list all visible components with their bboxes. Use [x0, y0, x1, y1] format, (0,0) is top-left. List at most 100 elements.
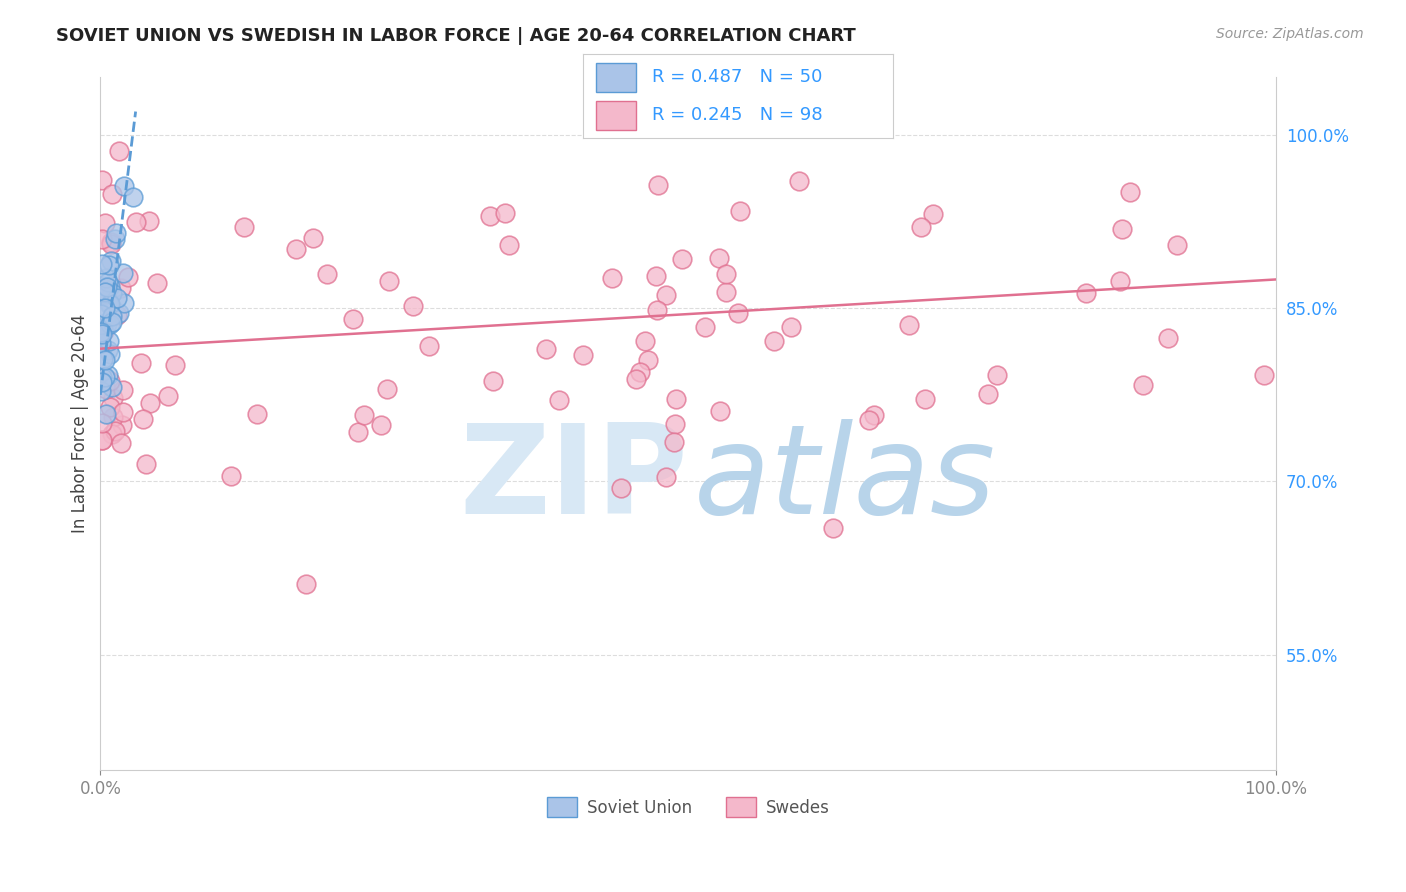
Point: [101, 315, 124, 329]
Point: [98, 347, 121, 361]
Point: [90, 257, 112, 271]
Point: [898, 318, 921, 333]
Point: [97, 275, 120, 289]
Point: [910, 220, 932, 235]
Point: [90, 370, 112, 384]
Point: [94, 352, 117, 367]
Point: [112, 295, 135, 310]
Point: [90, 374, 112, 388]
Point: [96, 407, 118, 421]
Point: [709, 252, 731, 266]
Point: [914, 392, 936, 406]
Point: [986, 368, 1008, 383]
Point: [1132, 378, 1154, 392]
Point: [285, 242, 308, 256]
Point: [97, 343, 120, 358]
Point: [97, 293, 120, 308]
Bar: [596, 101, 636, 130]
Point: [105, 308, 128, 322]
Point: [714, 285, 737, 299]
Point: [664, 417, 686, 432]
Point: [610, 481, 633, 495]
Point: [90, 172, 112, 186]
Point: [96, 317, 118, 331]
Point: [787, 174, 810, 188]
Point: [105, 227, 128, 241]
Point: [101, 310, 124, 324]
Bar: [596, 62, 636, 92]
Point: [98, 317, 121, 331]
Point: [671, 252, 693, 267]
Point: [90, 433, 112, 447]
Point: [125, 214, 148, 228]
Point: [122, 190, 145, 204]
Point: [478, 209, 501, 223]
Point: [572, 348, 595, 362]
Point: [90, 325, 112, 339]
Point: [378, 274, 401, 288]
Point: [763, 334, 786, 348]
Point: [101, 391, 124, 405]
Point: [146, 277, 169, 291]
Point: [375, 382, 398, 396]
Point: [108, 144, 131, 158]
Point: [138, 214, 160, 228]
Point: [98, 258, 121, 272]
Point: [112, 383, 135, 397]
Point: [1111, 221, 1133, 235]
Point: [295, 577, 318, 591]
Point: [97, 293, 120, 307]
Point: [108, 306, 131, 320]
Point: [402, 299, 425, 313]
Point: [780, 320, 803, 334]
Point: [647, 303, 669, 318]
Point: [93, 301, 115, 315]
Point: [1109, 275, 1132, 289]
Text: Source: ZipAtlas.com: Source: ZipAtlas.com: [1216, 27, 1364, 41]
Point: [111, 405, 134, 419]
Point: [163, 358, 186, 372]
Point: [1157, 330, 1180, 344]
Point: [131, 412, 153, 426]
Point: [628, 365, 651, 379]
Point: [730, 204, 752, 219]
Point: [90, 307, 112, 321]
Point: [104, 425, 127, 439]
Point: [536, 342, 558, 356]
Point: [664, 435, 686, 450]
Point: [129, 356, 152, 370]
Point: [98, 400, 121, 414]
Point: [104, 232, 127, 246]
Point: [315, 268, 337, 282]
Point: [90, 335, 112, 350]
Point: [498, 237, 520, 252]
Point: [91, 434, 114, 448]
Point: [821, 521, 844, 535]
Point: [94, 216, 117, 230]
Point: [97, 368, 120, 382]
Point: [98, 334, 121, 349]
Point: [105, 291, 128, 305]
Point: [94, 370, 117, 384]
Point: [94, 285, 117, 299]
Point: [91, 351, 114, 366]
Point: [1074, 285, 1097, 300]
Point: [90, 416, 112, 430]
Point: [94, 382, 117, 396]
Point: [91, 375, 114, 389]
Point: [98, 279, 121, 293]
Point: [93, 324, 115, 338]
Point: [655, 287, 678, 301]
Point: [93, 285, 115, 299]
Point: [111, 418, 134, 433]
Text: R = 0.487   N = 50: R = 0.487 N = 50: [651, 69, 823, 87]
Point: [637, 352, 659, 367]
Point: [90, 279, 112, 293]
Point: [665, 392, 688, 406]
Point: [1253, 368, 1275, 383]
Point: [219, 469, 242, 483]
Point: [98, 297, 121, 311]
Point: [644, 268, 666, 283]
Point: [110, 436, 132, 450]
Point: [96, 279, 118, 293]
